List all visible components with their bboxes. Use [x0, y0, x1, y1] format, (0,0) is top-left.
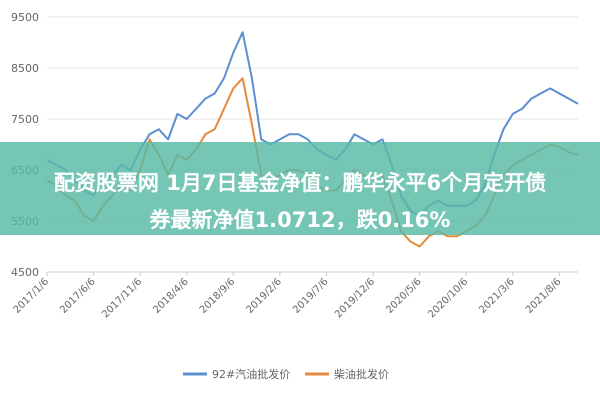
x-tick-label: 2017/6/6 — [58, 276, 98, 316]
x-tick-label: 2019/2/6 — [244, 276, 284, 316]
overlay-headline-line1: 配资股票网 1月7日基金净值：鹏华永平6个月定开债 — [53, 171, 547, 195]
legend-label-0: 92#汽油批发价 — [212, 367, 290, 381]
y-tick-label: 7500 — [11, 113, 39, 126]
y-tick-label: 9500 — [11, 11, 39, 24]
x-tick-label: 2021/3/6 — [477, 276, 517, 316]
x-tick-label: 2018/9/6 — [198, 276, 238, 316]
x-tick-label: 2018/4/6 — [151, 276, 191, 316]
overlay-headline-line2: 券最新净值1.0712，跌0.16% — [149, 208, 451, 232]
x-tick-label: 2020/5/6 — [384, 276, 424, 316]
x-tick-label: 2019/12/6 — [333, 276, 377, 320]
x-tick-label: 2017/11/6 — [100, 276, 144, 320]
chart-legend: 92#汽油批发价 柴油批发价 — [183, 367, 389, 381]
overlay-banner — [0, 142, 600, 235]
x-tick-label: 2021/8/6 — [524, 276, 564, 316]
x-tick-label: 2019/7/6 — [291, 276, 331, 316]
y-tick-label: 8500 — [11, 62, 39, 75]
x-tick-label: 2020/10/6 — [426, 276, 470, 320]
x-tick-label: 2017/1/6 — [12, 276, 52, 316]
x-axis: 2017/1/6 2017/6/6 2017/11/6 2018/4/6 2018/9/… — [12, 271, 578, 320]
y-tick-label: 4500 — [11, 266, 39, 279]
legend-label-1: 柴油批发价 — [334, 367, 389, 381]
